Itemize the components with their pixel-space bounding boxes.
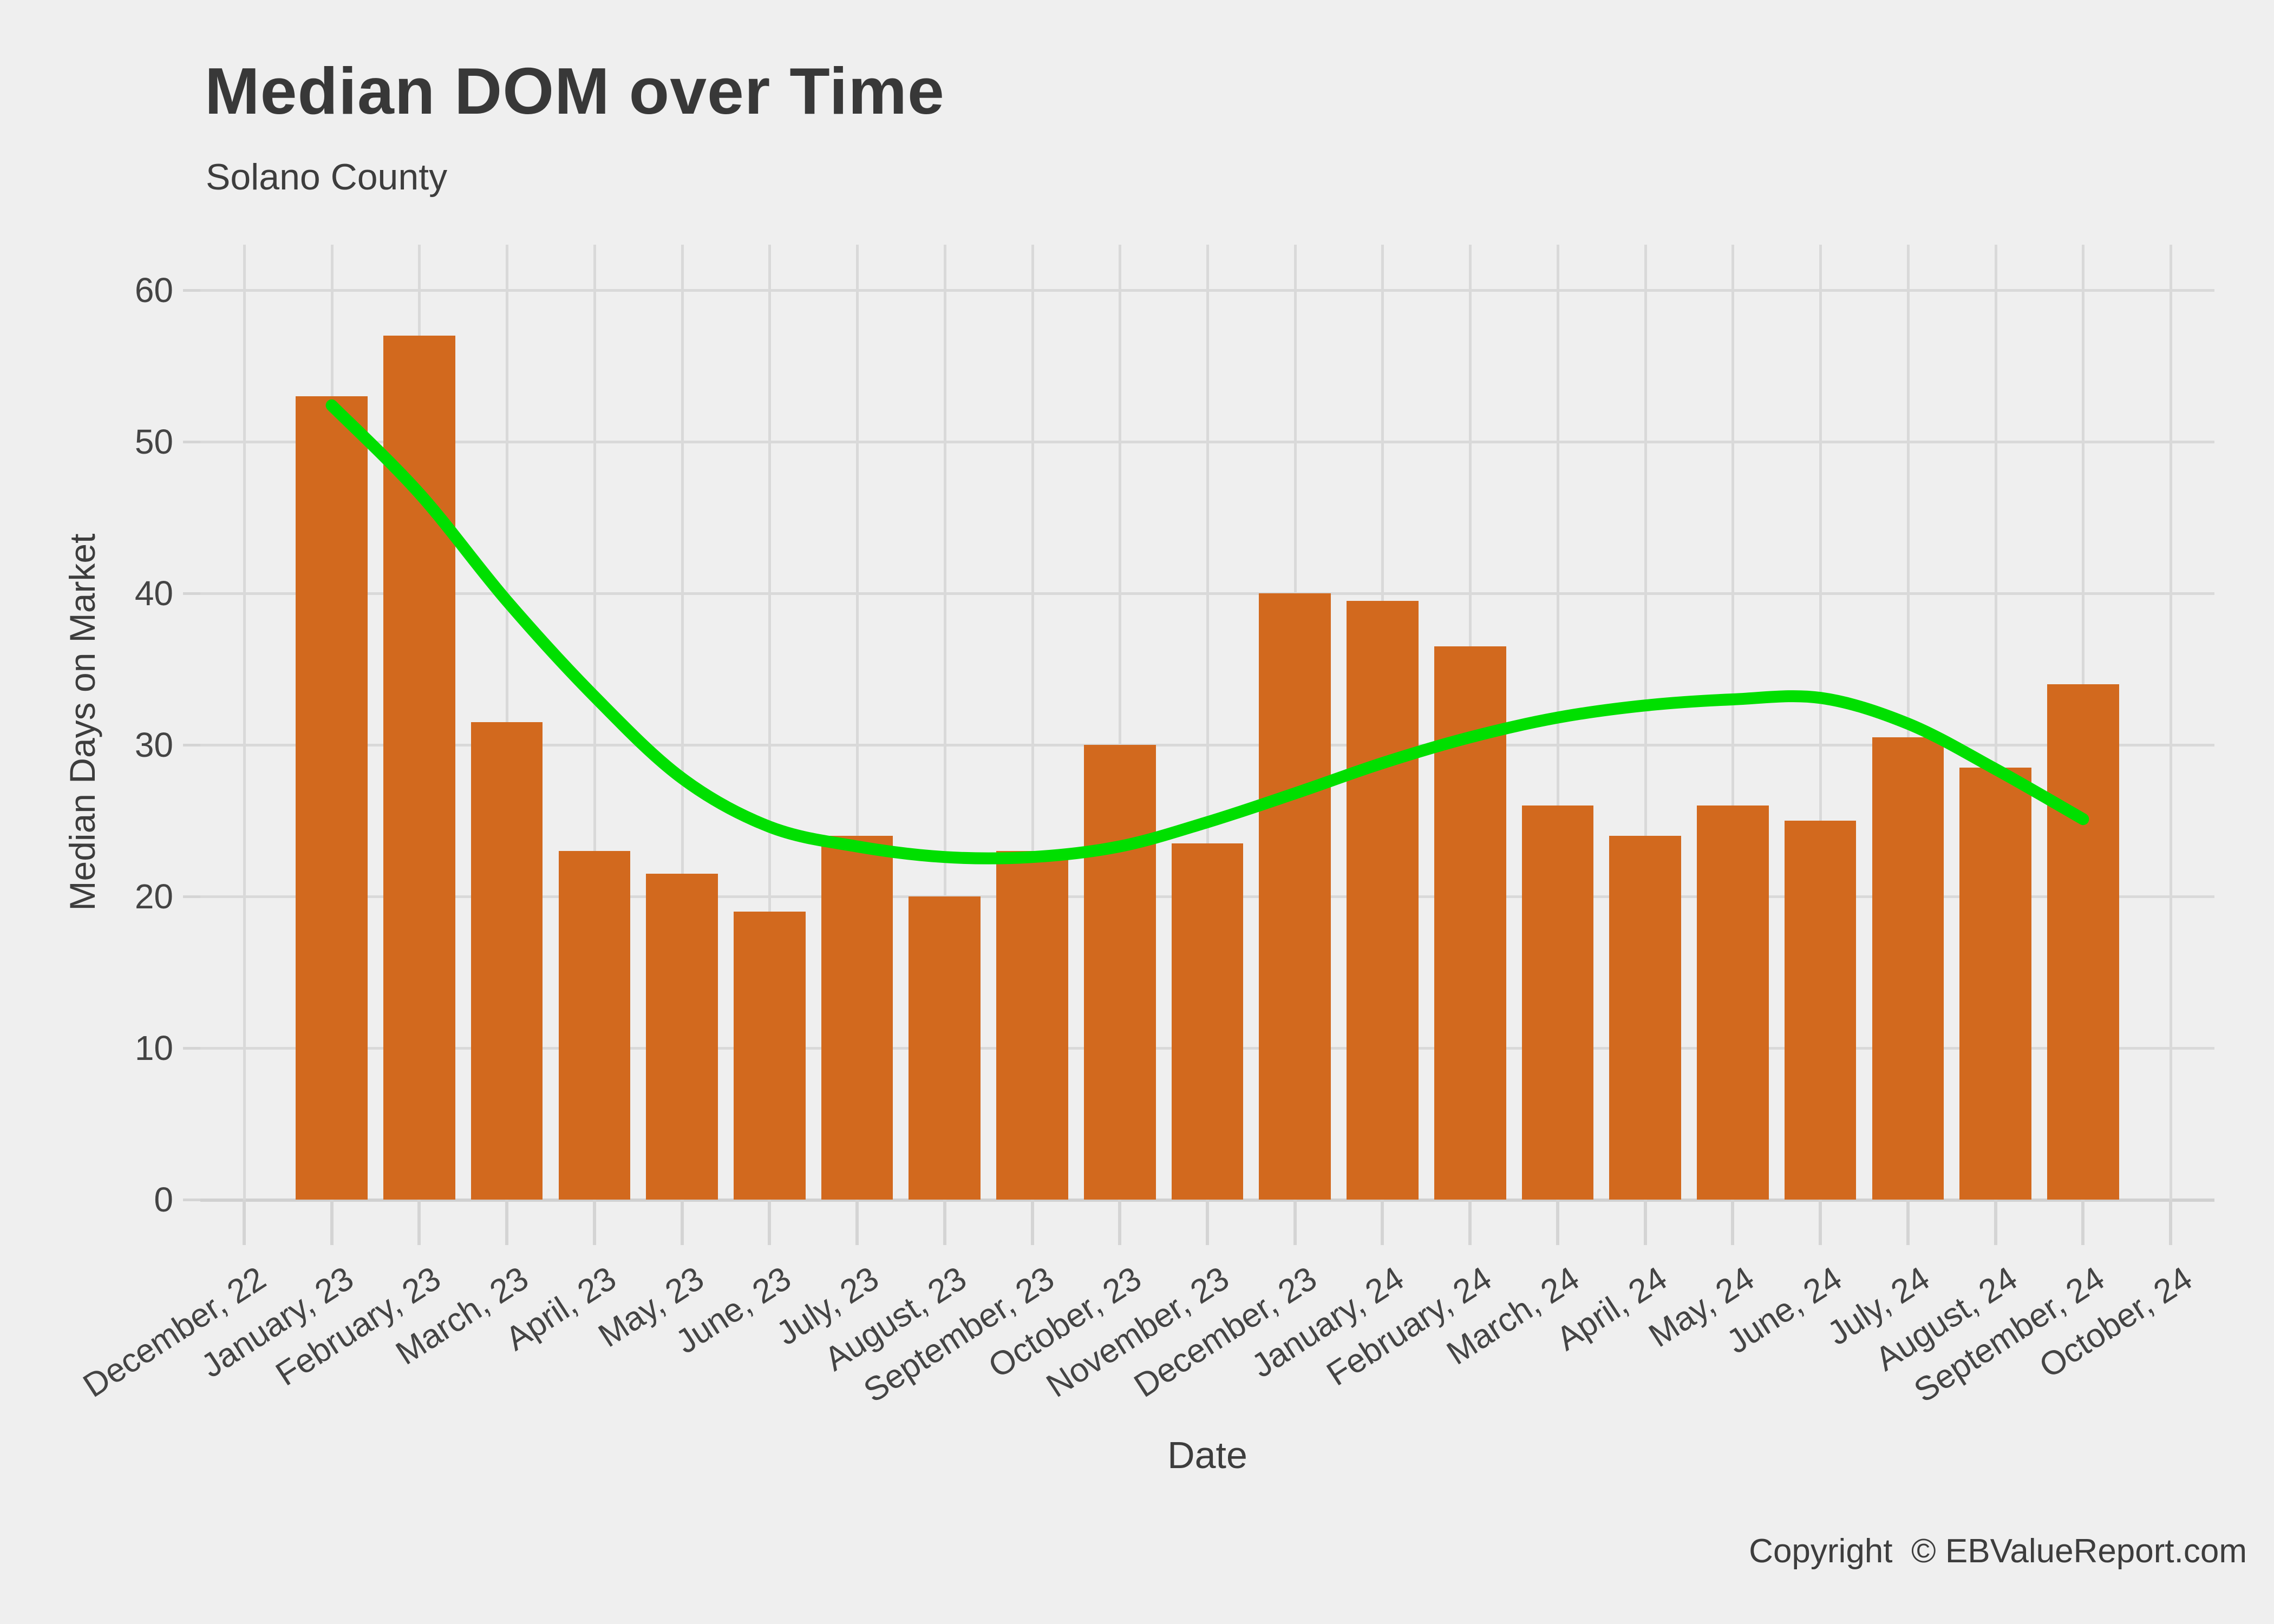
gridline-x-16: [1644, 245, 1647, 1200]
bar-september-24: [2047, 684, 2119, 1200]
bar-june-24: [1784, 821, 1857, 1200]
y-tick-30: [183, 744, 200, 746]
x-tick-18: [1819, 1200, 1822, 1245]
gridline-x-6: [768, 245, 772, 1200]
y-tick-50: [183, 441, 200, 443]
x-tick-14: [1468, 1200, 1472, 1245]
copyright-text: Copyright © EBValueReport.com: [1749, 1533, 2247, 1570]
bar-may-24: [1697, 806, 1769, 1200]
chart-title: Median DOM over Time: [205, 54, 945, 128]
bar-january-24: [1347, 601, 1419, 1200]
gridline-x-7: [856, 245, 859, 1200]
gridline-x-10: [1119, 245, 1122, 1200]
gridline-x-22: [2170, 245, 2173, 1200]
bar-april-24: [1609, 836, 1681, 1200]
bar-february-23: [383, 336, 455, 1200]
y-tick-label-30: 30: [134, 725, 173, 764]
loess-line-path: [325, 399, 2089, 865]
bar-march-24: [1521, 806, 1594, 1200]
x-tick-12: [1293, 1200, 1297, 1245]
bar-march-23: [471, 722, 543, 1200]
x-tick-5: [680, 1200, 684, 1245]
gridline-x-4: [593, 245, 596, 1200]
x-tick-16: [1643, 1200, 1647, 1245]
x-tick-4: [592, 1200, 596, 1245]
gridline-x-9: [1031, 245, 1034, 1200]
y-tick-label-40: 40: [134, 574, 173, 613]
y-tick-label-20: 20: [134, 877, 173, 916]
gridline-x-0: [243, 245, 246, 1200]
y-tick-10: [183, 1047, 200, 1050]
bar-august-23: [909, 896, 981, 1200]
x-tick-22: [2169, 1200, 2173, 1245]
y-tick-0: [183, 1199, 200, 1201]
x-tick-2: [417, 1200, 421, 1245]
x-axis-title: Date: [1167, 1434, 1247, 1476]
bar-august-24: [1959, 768, 2031, 1200]
x-tick-6: [768, 1200, 772, 1245]
gridline-x-5: [681, 245, 684, 1200]
x-tick-3: [505, 1200, 509, 1245]
bar-july-23: [821, 836, 893, 1200]
y-tick-label-50: 50: [134, 422, 173, 461]
gridline-x-20: [1994, 245, 1997, 1200]
x-tick-1: [330, 1200, 334, 1245]
y-tick-40: [183, 592, 200, 595]
y-tick-60: [183, 289, 200, 292]
bar-april-23: [558, 851, 631, 1200]
y-tick-label-10: 10: [134, 1029, 173, 1068]
bar-december-23: [1259, 593, 1331, 1200]
gridline-x-8: [943, 245, 946, 1200]
bar-september-23: [996, 851, 1068, 1200]
x-tick-0: [242, 1200, 246, 1245]
y-tick-label-0: 0: [154, 1180, 173, 1219]
x-tick-8: [943, 1200, 946, 1245]
y-tick-20: [183, 895, 200, 898]
x-tick-21: [2081, 1200, 2085, 1245]
x-tick-9: [1030, 1200, 1034, 1245]
bar-june-23: [733, 912, 806, 1200]
bar-may-23: [646, 874, 718, 1200]
x-tick-13: [1381, 1200, 1384, 1245]
bar-july-24: [1872, 737, 1944, 1200]
bar-october-23: [1083, 745, 1156, 1200]
bar-november-23: [1171, 843, 1244, 1200]
x-tick-15: [1556, 1200, 1559, 1245]
x-tick-20: [1994, 1200, 1997, 1245]
gridline-x-18: [1819, 245, 1822, 1200]
x-tick-10: [1118, 1200, 1122, 1245]
x-tick-19: [1906, 1200, 1910, 1245]
bar-january-23: [296, 396, 368, 1200]
x-tick-11: [1206, 1200, 1209, 1245]
x-tick-7: [855, 1200, 859, 1245]
gridline-x-11: [1206, 245, 1209, 1200]
gridline-x-17: [1731, 245, 1735, 1200]
x-tick-17: [1731, 1200, 1735, 1245]
y-tick-label-60: 60: [134, 271, 173, 310]
chart-subtitle: Solano County: [206, 156, 448, 198]
